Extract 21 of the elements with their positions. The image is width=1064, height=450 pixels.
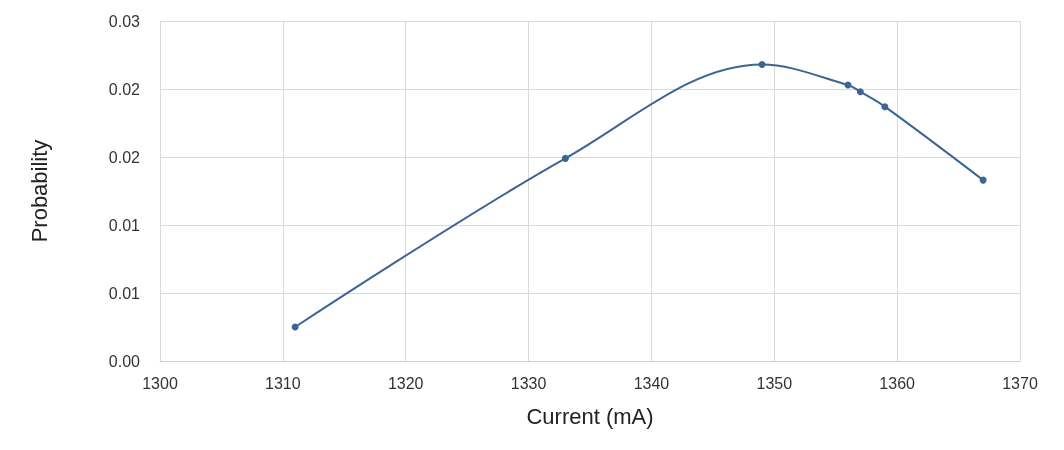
x-tick-label: 1300	[142, 374, 178, 392]
x-tick-label: 1370	[1002, 374, 1038, 392]
point	[856, 88, 864, 96]
point	[758, 61, 766, 69]
x-tick-label: 1340	[633, 374, 670, 392]
y-tick-label: 0.02	[108, 80, 141, 98]
y-tick-label: 0.01	[108, 284, 141, 302]
point	[979, 176, 987, 184]
y-tick-label: 0.03	[108, 12, 141, 30]
point	[561, 154, 569, 162]
x-tick-label: 1320	[387, 374, 424, 392]
y-tick-label: 0.02	[108, 148, 141, 166]
x-tick-label: 1360	[879, 374, 916, 392]
x-axis-title: Current (mA)	[526, 403, 654, 429]
y-axis-title: Probability	[26, 139, 52, 243]
x-tick-label: 1330	[510, 374, 547, 392]
point	[881, 103, 889, 111]
y-tick-label: 0.01	[108, 216, 141, 234]
x-tick-label: 1310	[265, 374, 301, 392]
y-tick-label: 0.00	[108, 352, 141, 370]
x-tick-label: 1350	[756, 374, 793, 392]
